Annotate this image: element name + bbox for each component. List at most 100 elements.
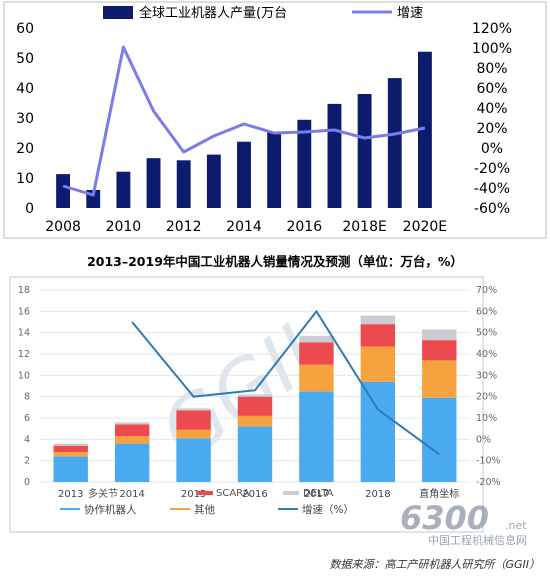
chart-1-left-axis-ticks: 0 10 20 30 40 50 60 [16, 21, 34, 217]
chart-1-x-tick: 2008 [45, 219, 81, 235]
chart-1-right-tick: 20% [476, 121, 507, 137]
chart-2-bar-segment [53, 445, 88, 453]
chart-1-bar [267, 131, 282, 208]
site-mark-name: 中国工程机械信息网 [428, 533, 527, 547]
chart-1-x-tick: 2012 [166, 219, 202, 235]
chart-2-bar-segment [237, 396, 273, 416]
chart-1-growth-line [62, 45, 426, 197]
chart-2-bar-segment [299, 391, 334, 482]
chart-1-bar [176, 160, 191, 208]
chart-2-bar-segment [299, 364, 334, 392]
chart-2-left-tick: 18 [18, 285, 30, 296]
chart-2-left-tick: 8 [24, 392, 30, 403]
chart-2-right-tick: 10% [476, 413, 497, 424]
chart-1-left-tick: 40 [16, 81, 34, 97]
chart-1-bar [327, 103, 342, 208]
chart-2-bar-segment [53, 443, 88, 446]
chart-2-right-tick: 30% [476, 370, 497, 381]
legend-label-output: 全球工业机器人产量(万台 [139, 5, 287, 21]
chart-1-right-tick: 120% [472, 21, 512, 37]
legend-label-growth: 增速 [397, 6, 423, 21]
legend-swatch-output [103, 6, 133, 19]
chart-2-right-tick: 40% [476, 349, 497, 360]
chart-2-bar-segment [237, 415, 273, 427]
chart-2-left-tick: 4 [24, 434, 30, 445]
chart-1-right-tick: -20% [474, 161, 510, 177]
chart-1-growth-polyline [62, 45, 426, 197]
chart-1: 全球工业机器人产量(万台 增速 0 10 20 30 40 50 60 -60% -40% -2… [3, 1, 547, 239]
chart-2-bar-segment [176, 429, 211, 439]
chart-1-x-tick: 2010 [106, 219, 142, 235]
chart-1-left-tick: 0 [25, 201, 34, 217]
chart-2-x-tick: 2015 [181, 489, 206, 500]
chart-1-bar [116, 171, 131, 208]
chart-1-x-tick: 2020E [403, 219, 447, 235]
chart-2-bar-segment [299, 342, 334, 365]
chart-2-left-tick: 10 [18, 370, 30, 381]
chart-1-right-tick: 60% [476, 81, 507, 97]
chart-2-right-tick: 60% [476, 306, 497, 317]
chart-1-right-tick: -60% [474, 201, 510, 217]
chart-1-bars [56, 51, 432, 209]
chart-1-right-tick: 100% [472, 41, 512, 57]
chart-2-bar-segment [114, 436, 150, 444]
legend-other: 其他 [194, 503, 215, 516]
chart-2-bar-segment [237, 394, 273, 397]
chart-2-left-tick: 2 [24, 456, 30, 467]
chart-1-right-tick: 80% [476, 61, 507, 77]
chart-1-bar [56, 174, 71, 208]
chart-2-bar-segment [422, 340, 457, 361]
source-note: 数据来源：高工产研机器人研究所（GGII） [329, 558, 540, 571]
chart-2-bar-segment [176, 438, 211, 482]
chart-2-left-axis-ticks: 0 2 4 6 8 10 12 14 16 18 [18, 285, 30, 488]
legend-multi-joint: 多关节 [88, 487, 118, 500]
chart-1-bar [237, 141, 251, 208]
chart-2-left-tick: 12 [18, 349, 30, 360]
chart-1-x-tick: 2014 [226, 219, 262, 235]
chart-1-bar [417, 51, 432, 209]
chart-2-bar-segment [114, 443, 150, 482]
chart-2-bar-segment [53, 452, 88, 457]
chart-2-bar-segment [360, 315, 396, 325]
chart-2-left-tick: 16 [18, 306, 30, 317]
chart-2-x-axis-ticks: 2013 2014 2015 2016 2017 2018 直角坐标 [58, 487, 459, 500]
chart-2-bar-segment [299, 335, 334, 343]
chart-2-bar-segment [176, 408, 211, 411]
chart-2-bar-segment [422, 397, 457, 482]
chart-2-bar-segment [422, 360, 457, 398]
chart-2-left-tick: 0 [24, 477, 30, 488]
chart-1-bar [206, 154, 221, 208]
chart-1-x-tick: 2016 [286, 219, 322, 235]
chart-1-right-axis-ticks: -60% -40% -20% 0% 20% 40% 60% 80% 100% 120% [472, 21, 512, 217]
chart-1-left-tick: 10 [16, 171, 34, 187]
chart-2-bar-segment [114, 424, 150, 437]
chart-1-x-axis-ticks: 2008 2010 2012 2014 2016 2018E 2020E [45, 219, 447, 235]
chart-2-growth-line [131, 309, 440, 456]
chart-2-x-tick: 2017 [304, 489, 329, 500]
legend-scara: SCARA [216, 488, 250, 499]
chart-1-left-tick: 60 [16, 21, 34, 37]
legend-swatch-scara [197, 491, 213, 495]
chart-2-bar-segment [422, 329, 457, 341]
chart-2-x-tick: 2013 [58, 489, 83, 500]
chart-2-right-axis-ticks: -20% -10% 0% 10% 20% 30% 40% 50% 60% 70% [476, 285, 501, 488]
chart-1-right-tick: -40% [474, 181, 510, 197]
chart-1-bar [146, 158, 161, 208]
site-mark-number: 6300 [400, 499, 489, 537]
site-mark-suffix: .net [505, 519, 527, 532]
chart-2-growth-polyline [131, 309, 440, 456]
chart-2-right-tick: 70% [476, 285, 497, 296]
legend-delta: DELTA [303, 488, 334, 499]
chart-2-right-tick: -10% [476, 456, 501, 467]
chart-2-right-tick: 20% [476, 392, 497, 403]
chart-2-bar-segment [360, 381, 396, 482]
chart-1-bar [357, 94, 372, 208]
chart-2-bar-segment [53, 456, 88, 482]
chart-2-bar-segment [360, 346, 396, 382]
chart-1-left-tick: 50 [16, 51, 34, 67]
legend-swatch-delta [283, 491, 299, 495]
chart-2-bar-segment [114, 422, 150, 425]
chart-2-bar-segment [237, 426, 273, 482]
chart-1-left-tick: 20 [16, 141, 34, 157]
